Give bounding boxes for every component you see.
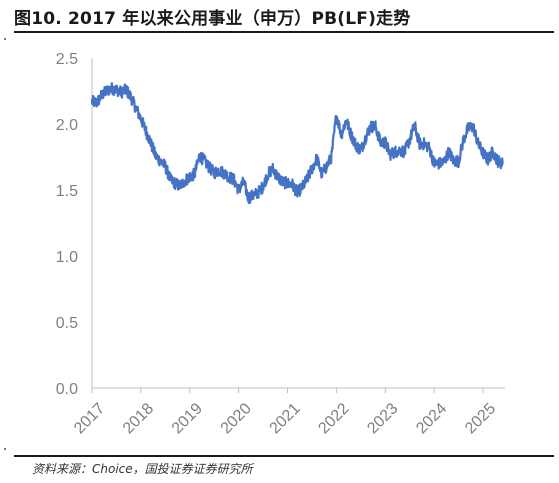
top-rule xyxy=(14,31,554,33)
chart-title: 图10. 2017 年以来公用事业（申万）PB(LF)走势 xyxy=(14,9,411,29)
x-tick-label: 2023 xyxy=(364,400,401,437)
x-axis-ticks xyxy=(91,388,484,393)
y-axis-tick-labels: 0.0 0.5 1.0 1.5 2.0 2.5 xyxy=(56,51,78,398)
x-tick-label: 2025 xyxy=(462,400,499,437)
x-tick-label: 2018 xyxy=(120,400,157,437)
x-tick-label: 2022 xyxy=(315,400,352,437)
pb-series-line xyxy=(90,82,504,204)
x-tick-label: 2021 xyxy=(267,400,304,437)
y-tick-label: 2.5 xyxy=(56,51,78,68)
x-tick-label: 2019 xyxy=(169,400,206,437)
decorative-dot-bottom xyxy=(4,448,6,450)
x-tick-label: 2024 xyxy=(413,400,450,437)
y-tick-label: 1.5 xyxy=(56,183,78,200)
x-tick-label: 2017 xyxy=(71,400,108,437)
y-tick-label: 0.5 xyxy=(56,315,78,332)
y-tick-label: 1.0 xyxy=(56,249,78,266)
y-tick-label: 2.0 xyxy=(56,117,78,134)
source-note: 资料来源：Choice，国投证券证券研究所 xyxy=(32,462,253,476)
y-tick-label: 0.0 xyxy=(56,381,78,398)
x-tick-label: 2020 xyxy=(218,400,255,437)
bottom-rule xyxy=(14,455,554,457)
x-axis-tick-labels: 2017 2018 2019 2020 2021 2022 2023 2024 2025 xyxy=(71,400,499,437)
decorative-dot-top xyxy=(4,38,6,40)
